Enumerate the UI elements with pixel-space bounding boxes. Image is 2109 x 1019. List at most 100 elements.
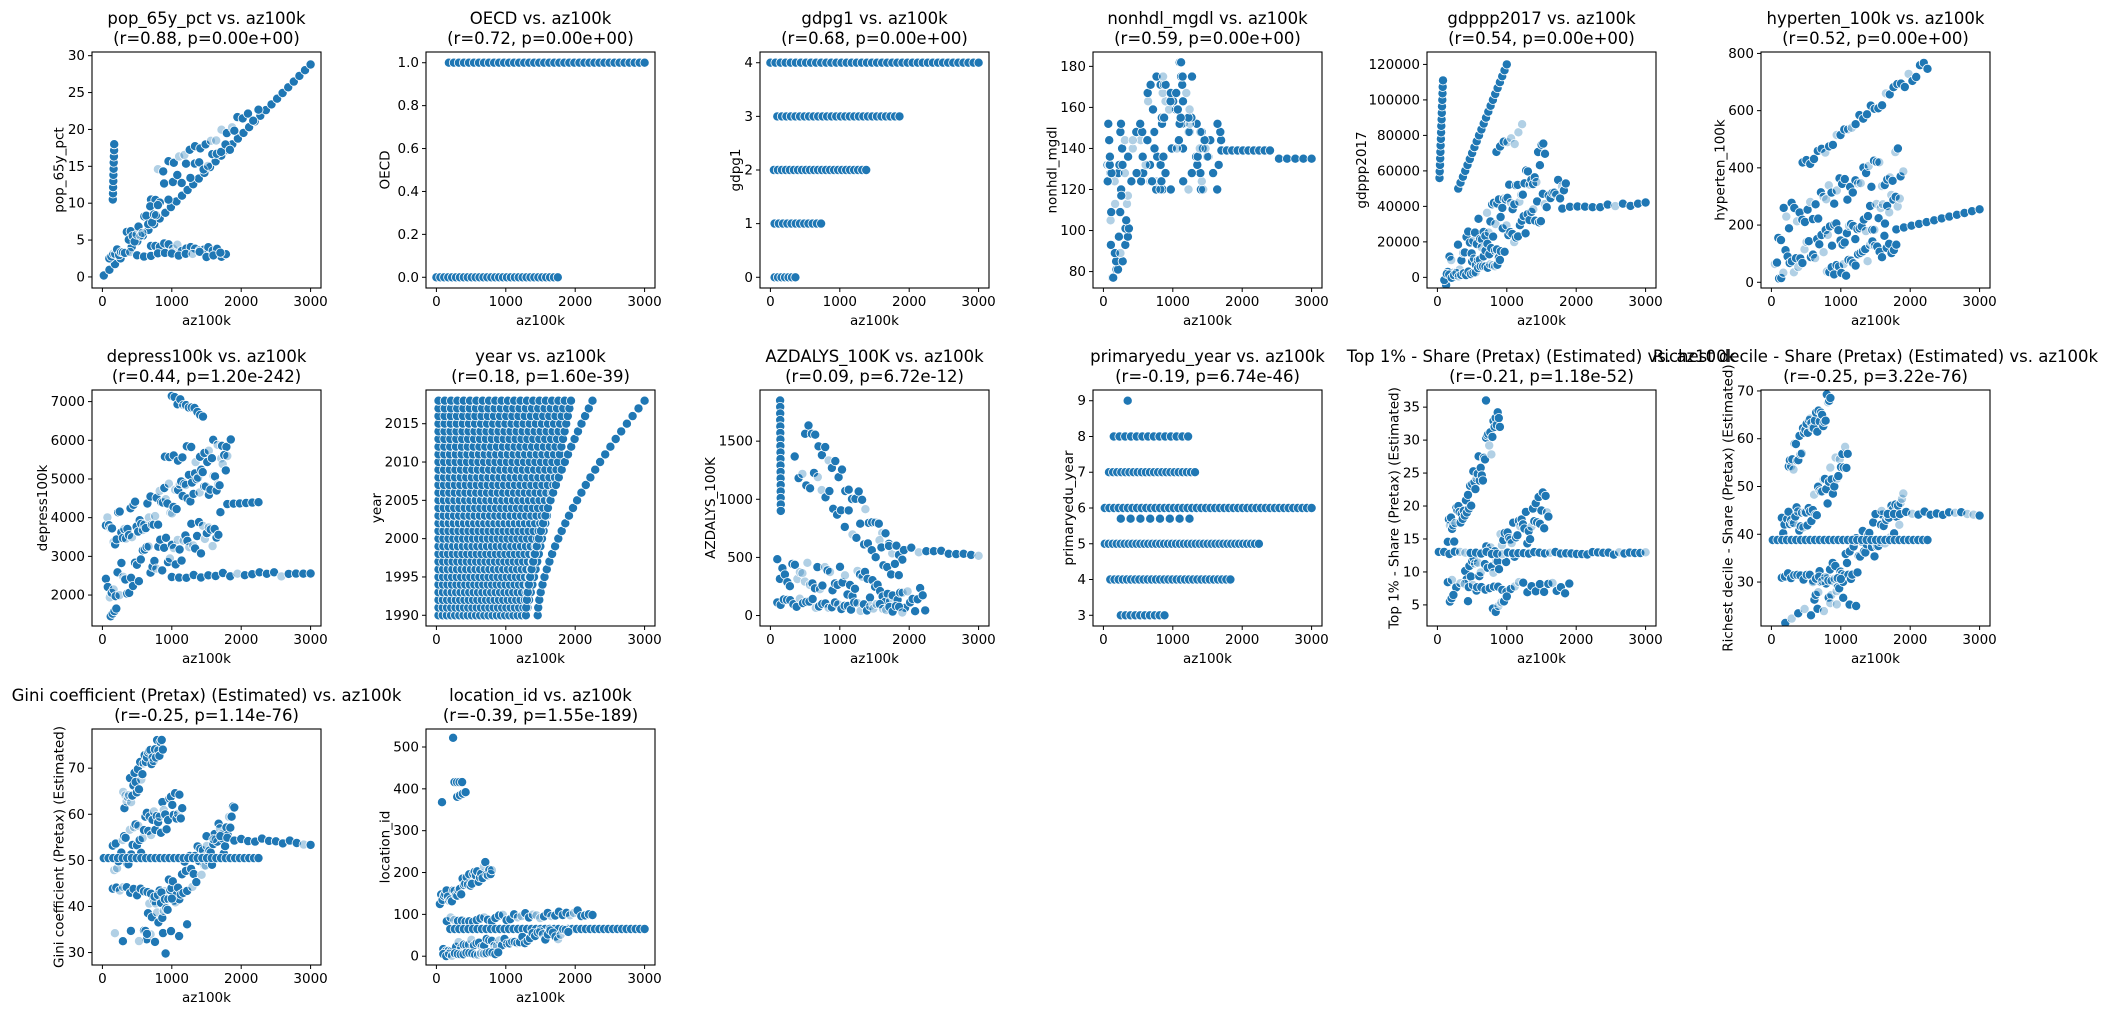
data-point (213, 529, 224, 540)
data-point (784, 581, 795, 592)
y-tick-label: 100000 (1368, 92, 1420, 108)
data-point (156, 735, 167, 746)
y-tick-label: 80 (1069, 264, 1086, 280)
data-point (485, 869, 496, 880)
data-point (1869, 551, 1880, 562)
data-point (853, 486, 864, 497)
data-point (109, 928, 120, 939)
data-point (1137, 127, 1148, 138)
data-point (1173, 135, 1184, 146)
y-tick-label: 20000 (1377, 234, 1420, 250)
data-point (1640, 197, 1651, 208)
y-tick-label: 20 (68, 122, 85, 138)
data-point (1137, 151, 1148, 162)
x-tick-label: 3000 (1294, 294, 1328, 310)
data-point (1877, 100, 1888, 111)
data-point (248, 115, 259, 126)
data-point (1104, 151, 1115, 162)
data-point (1497, 202, 1508, 213)
data-point (177, 803, 188, 814)
data-point (1873, 213, 1884, 224)
data-point (1547, 578, 1558, 589)
data-point (1776, 273, 1787, 284)
x-axis-label: az100k (1517, 651, 1566, 667)
data-point (1473, 213, 1484, 224)
data-point (1831, 185, 1842, 196)
data-point (1865, 200, 1876, 211)
data-point (1484, 440, 1495, 451)
data-point (215, 507, 226, 518)
data-point (493, 947, 504, 958)
data-point (1555, 193, 1566, 204)
data-point (220, 841, 231, 852)
data-point (180, 158, 191, 169)
x-axis-label: az100k (182, 651, 231, 667)
y-tick-label: 40 (1737, 527, 1754, 543)
data-point (849, 597, 860, 608)
data-point (222, 450, 233, 461)
data-point (1490, 606, 1501, 617)
data-point (1869, 224, 1880, 235)
data-point (1851, 601, 1862, 612)
axes-frame (1426, 51, 1657, 289)
data-point (639, 395, 650, 406)
subplot-2: OECD vs. az100k(r=0.72, p=0.00e+00) 0 1000… (377, 9, 661, 329)
data-point (152, 200, 163, 211)
data-point (1833, 471, 1844, 482)
data-point (457, 777, 468, 788)
data-point (456, 889, 467, 900)
x-axis-label: az100k (516, 651, 565, 667)
data-point (175, 813, 186, 824)
x-tick-label: 0 (432, 971, 441, 987)
data-point (1528, 204, 1539, 215)
data-point (860, 504, 871, 515)
data-point (600, 449, 611, 460)
data-point (973, 550, 984, 561)
data-point (1842, 194, 1853, 205)
x-axis-label: az100k (850, 313, 899, 329)
data-point (817, 580, 828, 591)
data-point (1853, 178, 1864, 189)
data-point (1833, 225, 1844, 236)
x-tick-label: 2000 (1893, 632, 1927, 648)
y-tick-label: 0 (744, 270, 753, 286)
x-axis-label: az100k (1517, 313, 1566, 329)
data-point (874, 599, 885, 610)
x-axis-label: az100k (1851, 651, 1900, 667)
subplot-3: gdpg1 vs. az100k(r=0.68, p=0.00e+00) 0 100… (728, 9, 996, 329)
data-point (1160, 168, 1171, 179)
x-tick-label: 3000 (1962, 294, 1996, 310)
data-point (1540, 490, 1551, 501)
data-point (1823, 575, 1834, 586)
data-point (1517, 119, 1528, 130)
y-tick-label: 5 (76, 233, 85, 249)
subplot-stats: (r=0.44, p=1.20e-242) (112, 367, 301, 386)
y-tick-label: 180 (1060, 59, 1086, 75)
subplot-stats: (r=0.72, p=0.00e+00) (447, 29, 634, 48)
data-point (1105, 215, 1116, 226)
data-point (225, 822, 236, 833)
data-point (1202, 151, 1213, 162)
data-point (135, 554, 146, 565)
y-axis-label: hyperten_100k (1712, 119, 1728, 221)
y-tick-label: 0.6 (398, 141, 419, 157)
data-point (143, 541, 154, 552)
data-point (605, 441, 616, 452)
subplot-14: location_id vs. az100k(r=-0.39, p=1.55e-… (377, 686, 661, 1006)
data-point (1487, 431, 1498, 442)
y-tick-label: 10 (1403, 564, 1420, 580)
data-point (580, 479, 591, 490)
data-point (1178, 96, 1189, 107)
data-point (633, 403, 644, 414)
data-point (127, 532, 138, 543)
subplot-stats: (r=0.09, p=6.72e-12) (785, 367, 964, 386)
data-point (494, 910, 505, 921)
x-tick-label: 2000 (1559, 632, 1593, 648)
x-tick-label: 2000 (1893, 294, 1927, 310)
data-point (880, 528, 891, 539)
data-point (1790, 438, 1801, 449)
data-point (1122, 198, 1133, 209)
data-point (1899, 82, 1910, 93)
data-point (1200, 143, 1211, 154)
data-point (1813, 213, 1824, 224)
